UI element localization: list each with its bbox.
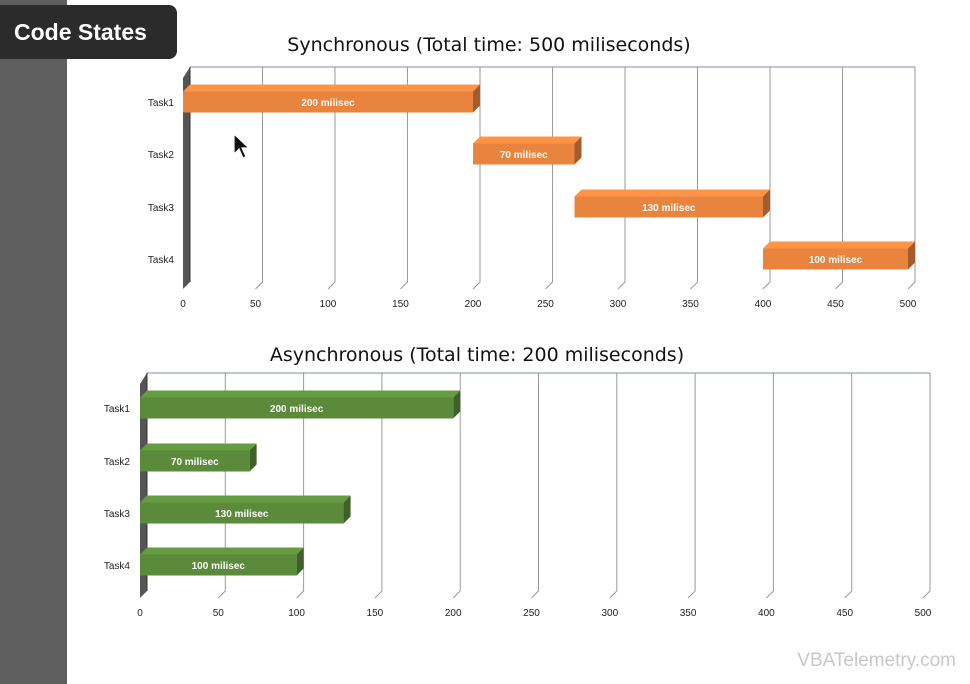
gridline [922,373,931,599]
bar-top-face [574,189,770,197]
bar-side-face [574,136,582,165]
gridline [400,67,408,290]
gridline [844,373,853,599]
x-tick-label: 450 [827,299,844,310]
bar-side-face [343,495,351,524]
bar-side-face [296,547,304,576]
bar-data-label: 100 milisec [192,561,246,572]
bar [574,196,763,218]
bar-top-face [140,390,461,398]
bar [140,554,297,576]
x-tick-label: 0 [137,608,143,619]
y-category-label: Task2 [148,150,175,161]
y-category-label: Task3 [104,509,131,520]
x-tick-label: 400 [758,608,775,619]
gridline [907,67,916,290]
bar-top-face [763,241,915,249]
x-tick-label: 50 [250,299,262,310]
gridline [531,373,539,599]
bar-top-face [473,136,582,144]
x-tick-label: 100 [320,299,337,310]
x-tick-label: 400 [755,299,772,310]
gridline [255,67,263,290]
bar [473,143,575,165]
bar-side-face [453,390,461,419]
gridline [687,373,696,599]
bar-data-label: 130 milisec [215,509,269,520]
left-axis-wall [140,373,147,598]
x-tick-label: 300 [601,608,618,619]
bar-top-face [140,547,304,555]
bar-top-face [140,443,257,451]
chart-title: Synchronous (Total time: 500 miliseconds… [287,34,690,56]
chart-title: Asynchronous (Total time: 200 milisecond… [270,344,684,366]
bar-data-label: 70 milisec [500,150,548,161]
bar-top-face [140,495,351,503]
x-tick-label: 450 [836,608,853,619]
gridline [296,373,305,599]
gridline [835,67,843,290]
bar-data-label: 200 milisec [270,404,324,415]
x-tick-label: 250 [523,608,540,619]
watermark-text: VBATelemetry.com [797,650,956,671]
gridline [374,373,383,599]
x-tick-label: 150 [367,608,384,619]
gridline [452,373,461,599]
bar-side-face [763,189,770,218]
bar [183,91,473,113]
x-tick-label: 500 [900,299,917,310]
y-category-label: Task3 [148,203,175,214]
x-tick-label: 350 [680,608,697,619]
gridline [617,67,626,290]
gridline [609,373,618,599]
left-axis-wall [183,67,190,289]
x-tick-label: 150 [392,299,409,310]
gridline [327,67,336,290]
y-category-label: Task1 [104,404,131,415]
bar [140,397,454,419]
code-states-badge: Code States [0,5,177,59]
bar-data-label: 70 milisec [171,457,219,468]
bar-data-label: 130 milisec [642,203,696,214]
mouse-pointer-icon [233,132,250,159]
bar-side-face [908,241,915,270]
x-tick-label: 250 [537,299,554,310]
y-category-label: Task4 [148,255,175,266]
x-tick-label: 0 [180,299,186,310]
gridline [762,67,771,290]
x-tick-label: 300 [610,299,627,310]
x-tick-label: 200 [445,608,462,619]
bar [140,450,250,472]
y-category-label: Task4 [104,561,131,572]
bar [763,248,908,270]
bar-top-face [183,84,480,92]
gridline [690,67,698,290]
x-tick-label: 50 [213,608,225,619]
bar-data-label: 200 milisec [301,98,355,109]
bar-data-label: 100 milisec [809,255,863,266]
x-tick-label: 350 [682,299,699,310]
x-tick-label: 200 [465,299,482,310]
left-sidebar-strip [0,0,67,684]
gridline [766,373,774,599]
y-category-label: Task1 [148,98,175,109]
bar-side-face [249,443,257,472]
x-tick-label: 100 [288,608,305,619]
y-category-label: Task2 [104,457,131,468]
x-tick-label: 500 [915,608,932,619]
bar [140,502,344,524]
bar-side-face [473,84,480,113]
